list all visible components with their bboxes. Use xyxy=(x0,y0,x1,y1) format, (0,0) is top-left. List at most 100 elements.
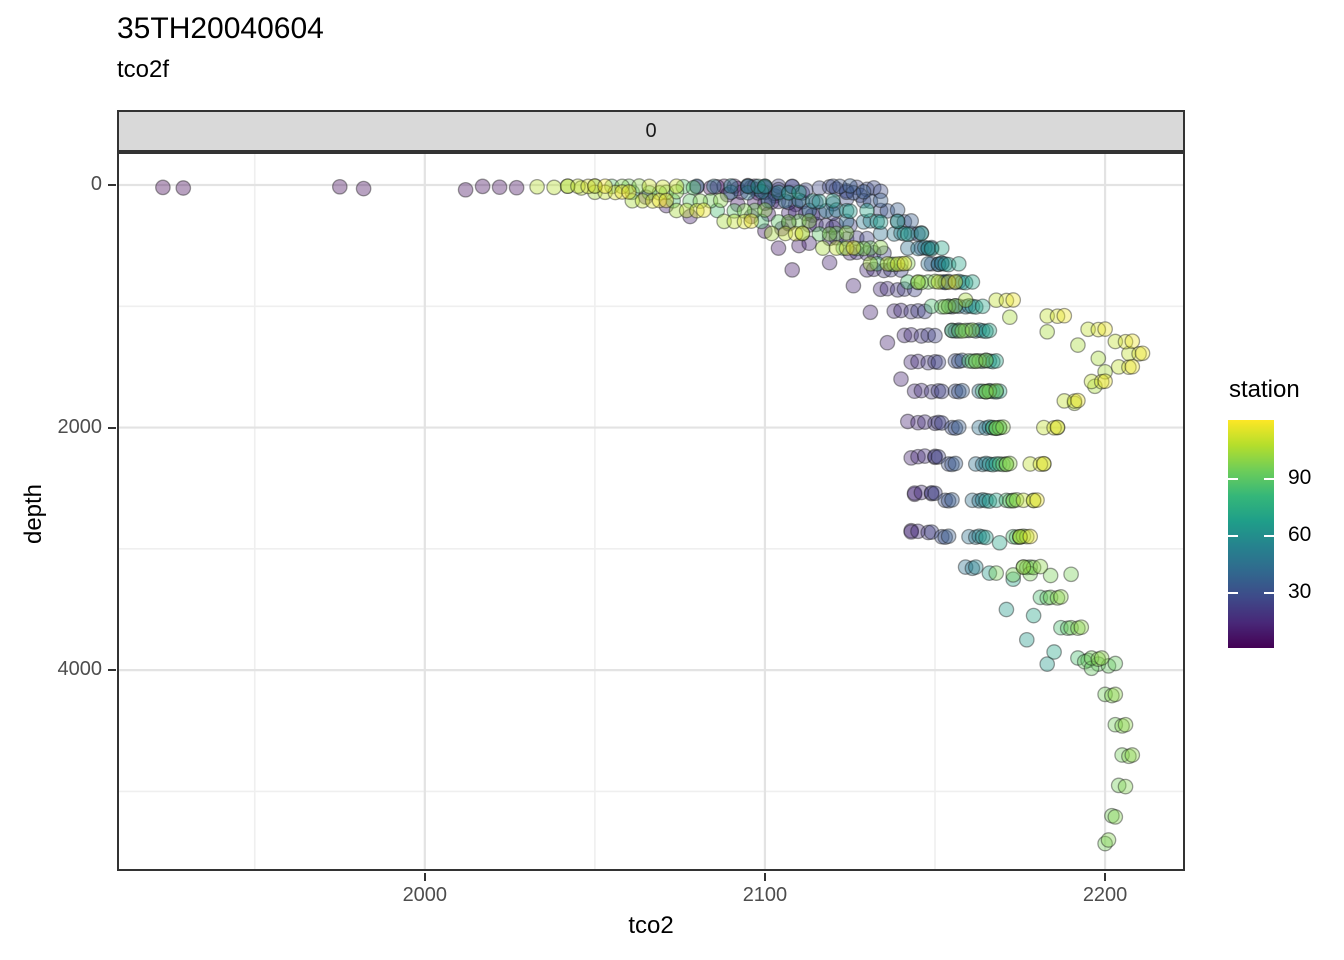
data-point xyxy=(988,420,1005,436)
data-point xyxy=(910,448,926,465)
data-point xyxy=(1114,747,1130,763)
data-point xyxy=(838,182,855,199)
data-point xyxy=(740,177,756,194)
data-point xyxy=(947,455,964,472)
data-point xyxy=(913,240,930,256)
data-point xyxy=(947,297,964,314)
data-point xyxy=(780,205,797,221)
data-point xyxy=(971,419,988,436)
data-point xyxy=(920,524,937,541)
data-point xyxy=(967,323,984,339)
data-point xyxy=(855,214,872,230)
data-point xyxy=(1005,492,1022,509)
data-point xyxy=(587,178,603,194)
data-point xyxy=(1005,567,1022,583)
data-point xyxy=(896,214,913,230)
data-point xyxy=(848,230,865,246)
data-point xyxy=(933,383,950,400)
data-point xyxy=(1032,589,1049,606)
data-point xyxy=(954,274,971,291)
data-point xyxy=(794,225,811,242)
data-point xyxy=(842,217,858,234)
data-point xyxy=(689,178,705,195)
data-point xyxy=(811,180,828,196)
data-point xyxy=(1093,373,1110,390)
data-point xyxy=(920,240,937,257)
data-point xyxy=(1117,333,1134,350)
legend-title: station xyxy=(1229,376,1300,403)
data-point xyxy=(760,206,777,222)
data-point xyxy=(1056,393,1073,409)
data-point xyxy=(954,352,971,369)
data-point xyxy=(818,217,835,234)
data-point xyxy=(770,193,787,210)
data-point xyxy=(736,203,753,219)
legend-tick-label: 60 xyxy=(1288,522,1312,546)
data-point xyxy=(1049,308,1066,325)
data-point xyxy=(641,184,658,201)
data-point xyxy=(971,322,988,338)
data-point xyxy=(355,180,372,197)
data-point xyxy=(930,274,947,290)
data-point xyxy=(1107,686,1124,703)
data-point xyxy=(1018,631,1035,648)
data-point xyxy=(784,178,801,195)
data-point xyxy=(1063,619,1079,636)
data-point xyxy=(876,262,892,279)
data-point xyxy=(923,524,940,540)
data-point xyxy=(675,178,692,195)
data-point xyxy=(1049,419,1066,436)
data-point xyxy=(808,194,824,211)
data-point xyxy=(899,274,916,290)
data-point xyxy=(689,178,705,195)
data-point xyxy=(746,194,763,210)
data-point xyxy=(978,323,994,340)
data-point xyxy=(964,353,981,370)
data-point xyxy=(668,183,685,200)
data-point xyxy=(859,230,875,247)
data-point xyxy=(689,202,705,219)
data-point xyxy=(750,181,766,198)
data-point xyxy=(974,322,991,339)
data-point xyxy=(740,178,756,195)
data-point xyxy=(933,528,950,545)
data-point xyxy=(1008,492,1025,508)
data-point xyxy=(1121,345,1137,362)
data-point xyxy=(872,239,889,256)
data-point xyxy=(1012,529,1028,546)
data-point xyxy=(974,383,991,400)
data-point xyxy=(988,492,1005,509)
scatter-canvas xyxy=(119,154,1183,869)
data-point xyxy=(957,322,974,339)
data-point xyxy=(848,244,865,261)
data-point xyxy=(1053,589,1069,605)
data-point xyxy=(978,420,994,436)
data-point xyxy=(770,184,787,201)
data-point xyxy=(971,383,988,400)
data-point xyxy=(780,214,797,230)
data-point xyxy=(967,456,984,472)
data-point xyxy=(797,205,814,222)
data-point xyxy=(780,185,797,201)
data-point xyxy=(1083,660,1100,677)
data-point xyxy=(780,184,797,201)
legend-tick-dash xyxy=(1264,534,1274,537)
data-point xyxy=(831,178,848,195)
data-point xyxy=(614,184,630,200)
data-point xyxy=(978,492,994,509)
data-point xyxy=(791,192,807,209)
data-point xyxy=(998,492,1015,509)
data-point xyxy=(916,448,933,464)
data-point xyxy=(1018,559,1035,576)
legend-tick-dash xyxy=(1228,534,1238,537)
data-point xyxy=(797,182,814,198)
data-point xyxy=(794,225,811,242)
data-point xyxy=(631,178,647,194)
data-point xyxy=(893,262,909,278)
data-point xyxy=(634,192,651,209)
data-point xyxy=(927,273,943,290)
data-point xyxy=(695,202,712,219)
data-point xyxy=(658,184,675,201)
data-point xyxy=(702,180,719,196)
data-point xyxy=(903,524,920,540)
